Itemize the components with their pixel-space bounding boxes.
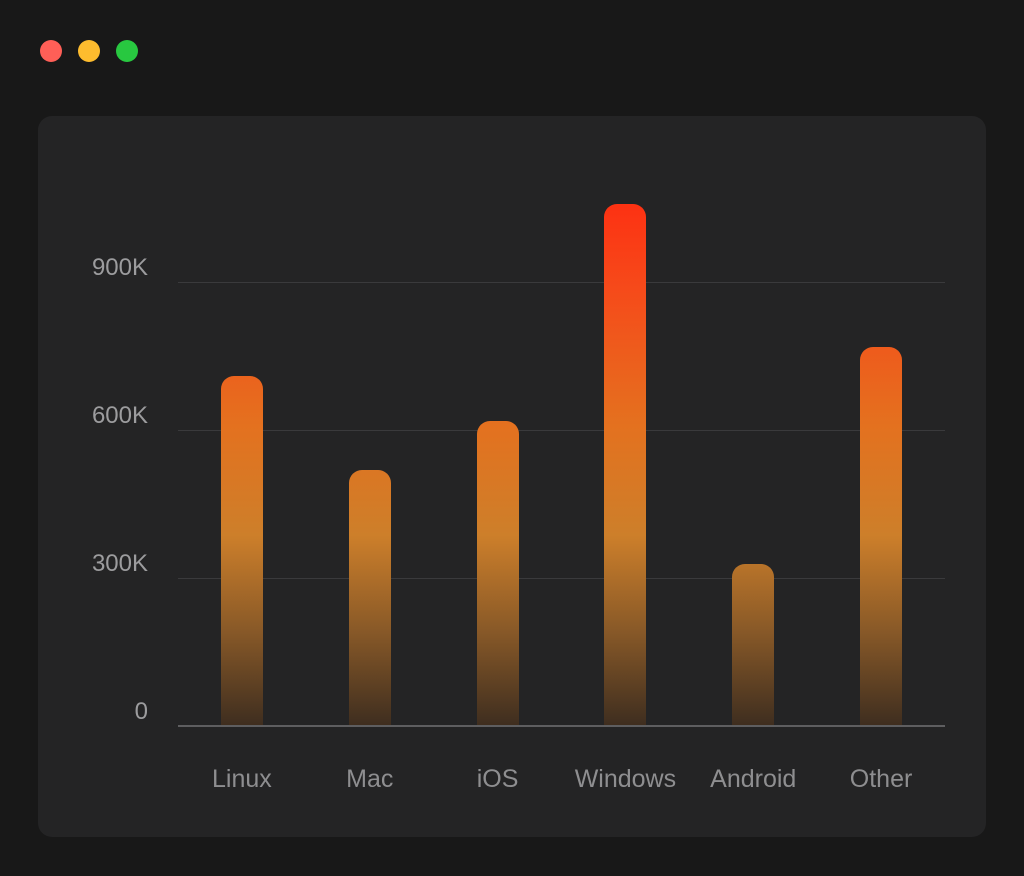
y-axis-tick-label: 600K: [91, 402, 148, 429]
bar-linux[interactable]: [220, 376, 263, 727]
x-axis-labels: Linux Mac iOS Windows Android Other: [178, 765, 945, 794]
x-axis-label: Linux: [212, 765, 272, 793]
y-axis-tick-label: 0: [134, 698, 148, 725]
gridline: [178, 430, 945, 431]
x-axis-label: Other: [849, 765, 913, 793]
y-axis-tick-label: 300K: [91, 550, 148, 577]
x-axis-label: Windows: [574, 765, 677, 793]
bar-column: [178, 179, 306, 727]
zoom-button[interactable]: [116, 40, 138, 62]
x-axis-line: [178, 725, 945, 727]
bar-column: [817, 179, 945, 727]
bar-chart: 0 300K 600K 900K Linux Mac iOS Windows Android O…: [92, 179, 945, 793]
y-axis-tick-label: 900K: [91, 254, 148, 281]
x-axis-label: Android: [710, 765, 797, 793]
bar-android[interactable]: [732, 564, 775, 727]
window-titlebar: [40, 40, 138, 62]
gridline: [178, 578, 945, 579]
bar-ios[interactable]: [476, 421, 519, 727]
chart-panel: 0 300K 600K 900K Linux Mac iOS Windows Android O…: [38, 116, 986, 837]
bar-other[interactable]: [860, 347, 903, 727]
bar-column: [434, 179, 562, 727]
bar-column: [306, 179, 434, 727]
bar-mac[interactable]: [348, 470, 391, 727]
x-axis-label: iOS: [476, 765, 519, 793]
x-axis-label: Mac: [346, 765, 394, 793]
close-button[interactable]: [40, 40, 62, 62]
bars-container: [178, 179, 945, 727]
bar-column: [561, 179, 689, 727]
gridline: [178, 282, 945, 283]
minimize-button[interactable]: [78, 40, 100, 62]
bar-windows[interactable]: [604, 204, 647, 727]
bar-column: [689, 179, 817, 727]
